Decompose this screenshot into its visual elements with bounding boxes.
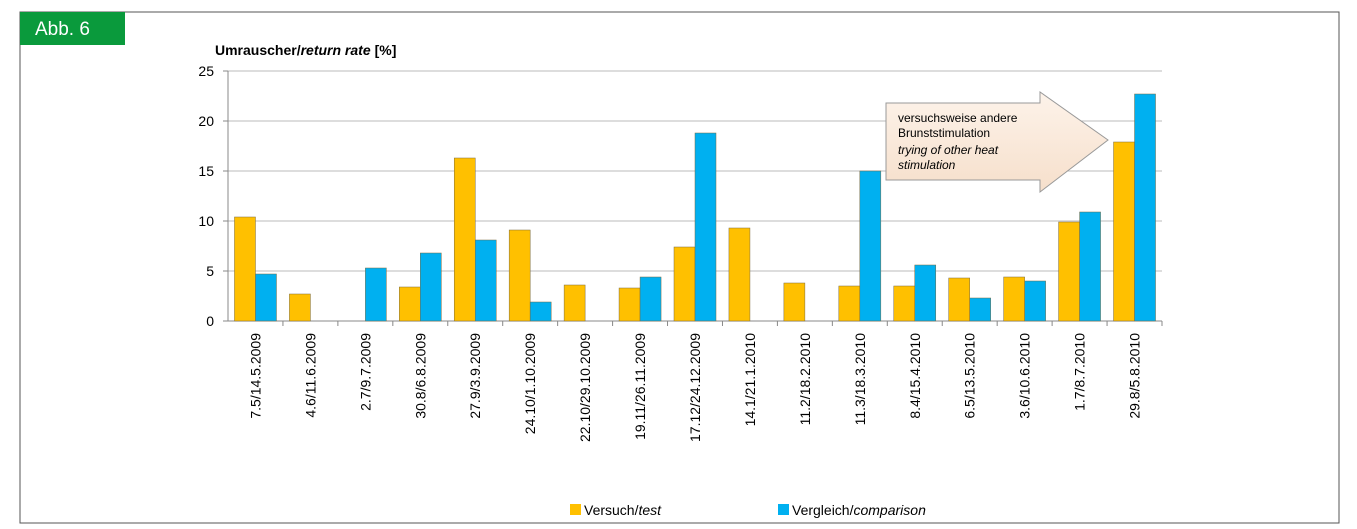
legend-swatch — [778, 504, 789, 515]
chart-title: Umrauscher/return rate [%] — [215, 42, 396, 58]
bar — [1024, 280, 1046, 322]
x-tick-label: 19.11/26.11.2009 — [632, 333, 648, 440]
bar — [893, 285, 916, 322]
bar — [289, 293, 311, 322]
x-tick-label: 4.6/11.6.2009 — [302, 333, 318, 418]
bar — [399, 286, 421, 322]
figure-label: Abb. 6 — [35, 19, 90, 40]
bar — [1113, 141, 1135, 322]
bar — [1079, 211, 1101, 322]
bar — [694, 132, 717, 322]
bar — [859, 170, 882, 322]
x-tick-label: 30.8/6.8.2009 — [412, 333, 428, 419]
legend-swatch — [570, 504, 581, 515]
bar — [234, 216, 256, 322]
y-tick-label: 25 — [198, 63, 214, 79]
x-tick-label: 7.5/14.5.2009 — [247, 333, 263, 419]
title-part: [%] — [375, 42, 397, 58]
bar — [914, 264, 937, 322]
bar — [508, 229, 531, 322]
x-tick-label: 1.7/8.7.2010 — [1072, 333, 1088, 411]
bar — [618, 287, 641, 322]
bar — [838, 285, 861, 322]
bar — [673, 246, 696, 322]
x-tick-label: 8.4/15.4.2010 — [907, 333, 923, 419]
annotation-arrow — [885, 91, 1109, 194]
figure-label-box — [20, 12, 125, 45]
x-tick-label: 6.5/13.5.2010 — [962, 333, 978, 419]
legend-label: Vergleich/comparison — [792, 502, 926, 518]
bar — [969, 297, 991, 322]
x-tick-label: 11.3/18.3.2010 — [852, 333, 868, 426]
bar — [563, 284, 586, 322]
bar — [365, 267, 387, 322]
bar — [1058, 221, 1080, 322]
annotation-line: trying of other heat — [898, 143, 999, 157]
bar — [453, 157, 476, 322]
bar — [474, 239, 497, 322]
annotation-line: Brunststimulation — [898, 126, 990, 140]
y-tick-label: 0 — [206, 313, 214, 329]
bar — [529, 301, 552, 322]
frame — [19, 11, 1340, 524]
x-tick-label: 27.9/3.9.2009 — [467, 333, 483, 419]
legend-label: Versuch/test — [584, 502, 662, 518]
x-tick-label: 3.6/10.6.2010 — [1017, 333, 1033, 419]
x-tick-label: 17.12/24.12.2009 — [687, 333, 703, 442]
x-tick-label: 14.1/21.1.2010 — [742, 333, 758, 427]
bar — [948, 277, 970, 322]
title-part: Umrauscher/ — [215, 42, 301, 58]
bar — [420, 252, 442, 322]
annotation-line: versuchsweise andere — [898, 111, 1018, 125]
x-tick-label: 29.8/5.8.2010 — [1127, 333, 1143, 419]
x-tick-label: 22.10/29.10.2009 — [577, 333, 593, 442]
x-tick-label: 24.10/1.10.2009 — [522, 333, 538, 434]
y-tick-label: 10 — [198, 213, 214, 229]
y-tick-label: 15 — [198, 163, 214, 179]
x-tick-label: 2.7/9.7.2009 — [357, 333, 373, 411]
y-tick-label: 5 — [206, 263, 214, 279]
bar — [639, 276, 662, 322]
y-tick-label: 20 — [198, 113, 214, 129]
x-tick-label: 11.2/18.2.2010 — [797, 333, 813, 426]
bar — [783, 282, 806, 322]
bar — [728, 227, 751, 322]
annotation-line: stimulation — [898, 158, 956, 172]
bar — [1003, 276, 1025, 322]
title-part: return rate — [301, 42, 371, 58]
bar — [1134, 93, 1156, 322]
bar — [255, 273, 277, 322]
